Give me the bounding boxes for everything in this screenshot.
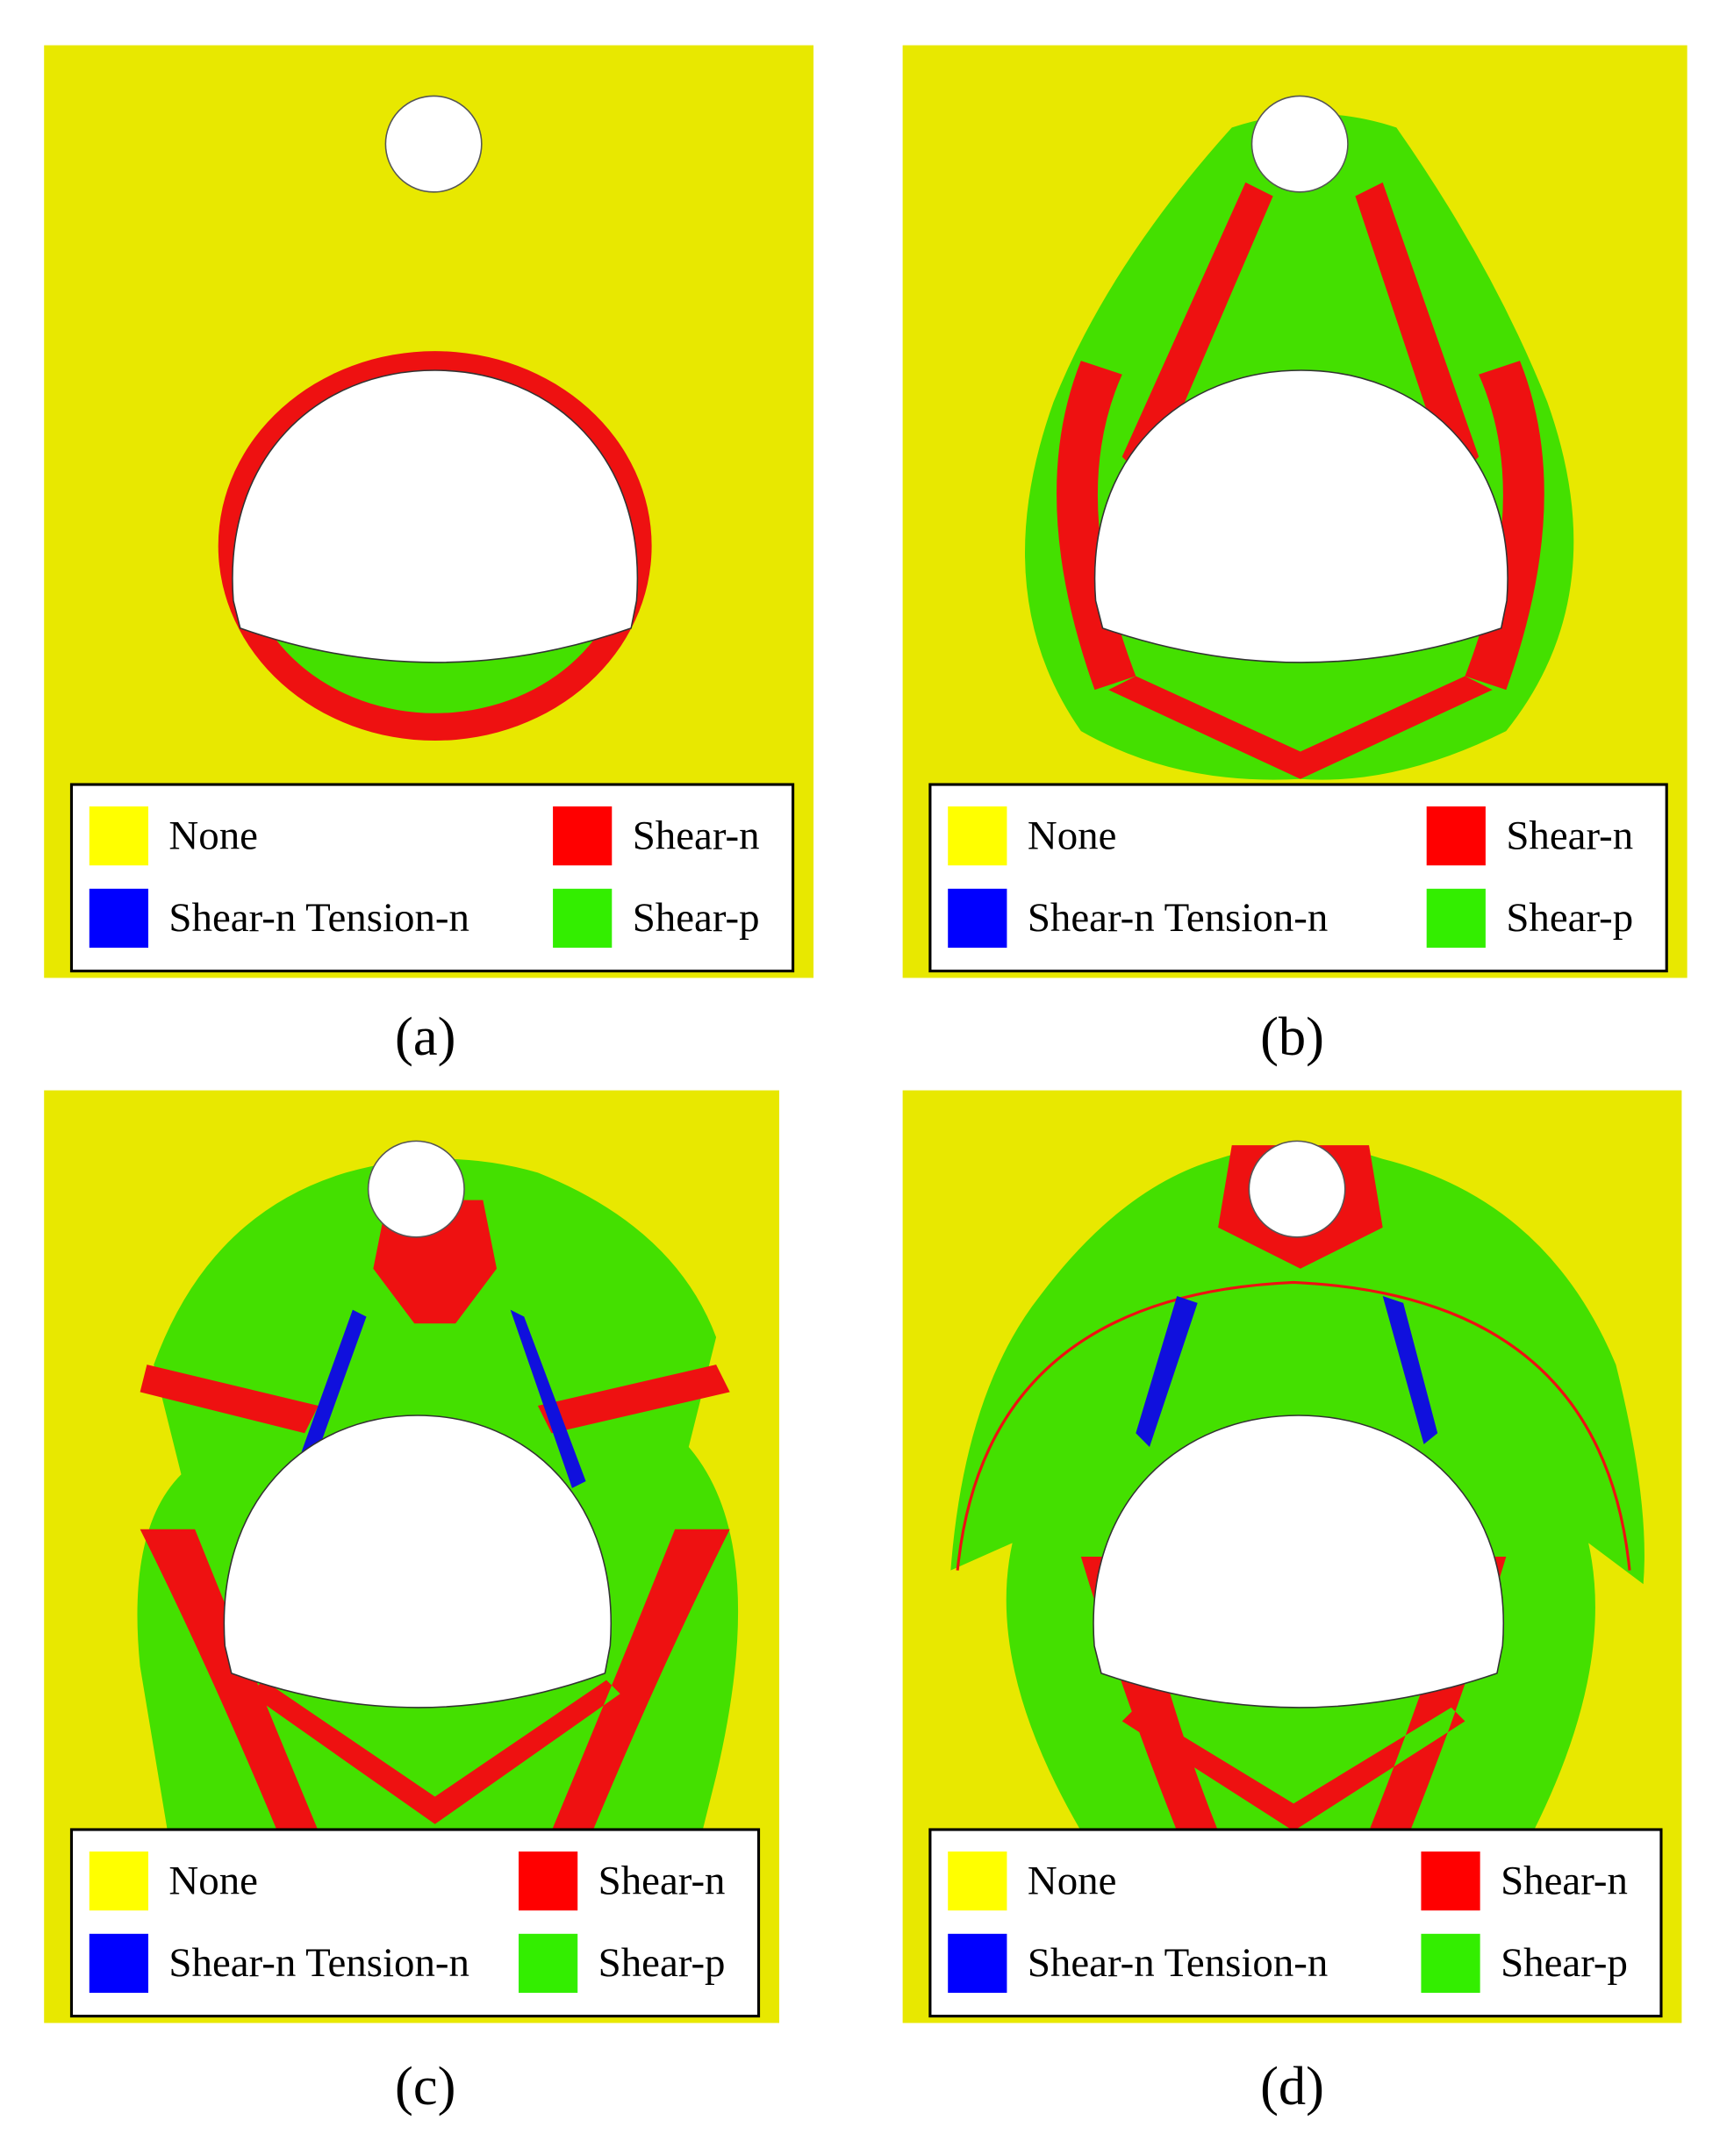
legend-swatch (89, 806, 148, 866)
legend-swatch (519, 1933, 578, 1994)
legend-swatch (948, 1852, 1007, 1911)
legend-label: Shear-n Tension-n (168, 1940, 469, 1986)
legend-label: Shear-n (633, 813, 760, 858)
borehole (367, 1140, 465, 1238)
panel: None Shear-n Shear-n Tension-n Shear-p (902, 45, 1687, 978)
legend-swatch (948, 888, 1007, 949)
legend-swatch (1421, 1933, 1480, 1994)
legend-swatch (1421, 1852, 1480, 1911)
legend-swatch (89, 1933, 148, 1994)
legend-label: None (168, 1858, 258, 1903)
tunnel (232, 369, 639, 663)
panel-caption: (d) (1260, 2055, 1324, 2117)
legend-label: Shear-p (1506, 895, 1633, 941)
panel-caption: (a) (395, 1006, 455, 1067)
borehole (1250, 95, 1349, 193)
legend-swatch (89, 1852, 148, 1911)
legend-label: Shear-p (633, 895, 760, 941)
borehole (1248, 1140, 1346, 1238)
legend-label: None (1028, 813, 1117, 858)
legend-swatch (553, 806, 613, 866)
legend-swatch (948, 806, 1007, 866)
legend-box (928, 783, 1668, 973)
legend-swatch (89, 888, 148, 949)
tunnel (223, 1415, 613, 1708)
plastic-zone (1057, 182, 1544, 779)
legend-label: Shear-n Tension-n (1028, 895, 1329, 941)
panel-caption: (c) (395, 2055, 455, 2117)
legend-swatch (1426, 806, 1486, 866)
legend-label: Shear-p (598, 1940, 726, 1986)
legend-label: None (1028, 1858, 1117, 1903)
legend-box (69, 1828, 761, 2018)
tunnel (1093, 1415, 1505, 1708)
borehole (384, 95, 483, 193)
legend-swatch (553, 888, 613, 949)
legend-swatch (519, 1852, 578, 1911)
plastic-zone (956, 1280, 1631, 1571)
tunnel (1093, 369, 1508, 663)
panel: None Shear-n Shear-n Tension-n Shear-p (44, 1090, 779, 2023)
legend-box (69, 783, 795, 973)
legend-label: Shear-n (1501, 1858, 1628, 1903)
legend-box (928, 1828, 1663, 2018)
legend-label: None (168, 813, 258, 858)
legend-label: Shear-n Tension-n (168, 895, 469, 941)
panel: None Shear-n Shear-n Tension-n Shear-p (902, 1090, 1682, 2023)
legend-label: Shear-p (1501, 1940, 1628, 1986)
panel: None Shear-n Shear-n Tension-n Shear-p (44, 45, 814, 978)
panel-caption: (b) (1260, 1006, 1324, 1067)
legend-label: Shear-n (598, 1858, 726, 1903)
legend-label: Shear-n (1506, 813, 1633, 858)
legend-label: Shear-n Tension-n (1028, 1940, 1329, 1986)
legend-swatch (948, 1933, 1007, 1994)
legend-swatch (1426, 888, 1486, 949)
